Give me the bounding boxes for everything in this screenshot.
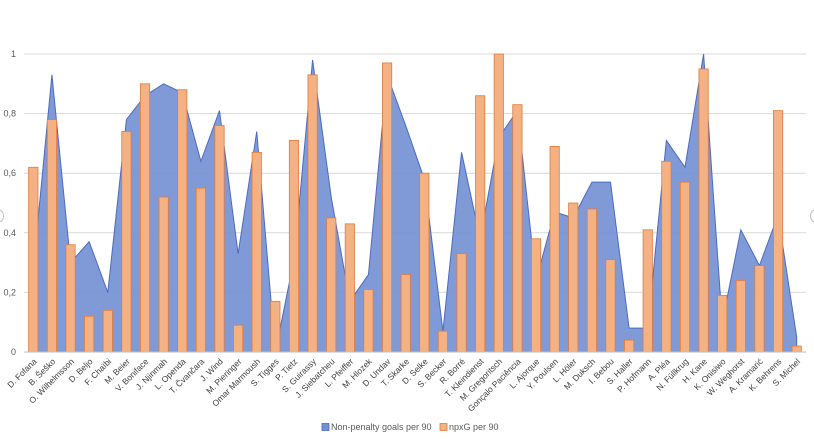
bar-npxg	[288, 140, 300, 353]
y-tick-label: 0,4	[3, 228, 16, 238]
legend-swatch-goals	[321, 423, 330, 431]
bar-npxg	[214, 125, 225, 353]
bar-npxg	[139, 83, 151, 353]
resize-handle-right[interactable]	[810, 210, 814, 222]
bar-series	[28, 53, 802, 353]
bar-npxg	[586, 208, 597, 353]
bar-npxg	[419, 172, 430, 353]
bar-npxg	[605, 259, 616, 353]
legend-label-npxg: npxG per 90	[449, 422, 499, 432]
bar-npxg	[549, 145, 560, 353]
bar-npxg	[65, 244, 76, 353]
bar-npxg	[456, 253, 467, 353]
bar-npxg	[475, 95, 486, 353]
y-tick-label: 0,6	[3, 168, 16, 178]
y-axis-ticks: 0 0,2 0,4 0,6 0,8 1	[3, 49, 16, 357]
bar-npxg	[624, 339, 635, 353]
bar-npxg	[326, 217, 337, 353]
legend-swatch-npxg	[439, 423, 448, 431]
bar-npxg	[437, 330, 448, 353]
y-tick-label: 1	[11, 49, 16, 59]
bar-npxg	[195, 187, 206, 353]
bar-npxg	[251, 151, 262, 353]
bar-npxg	[382, 62, 393, 353]
y-tick-label: 0	[11, 347, 16, 357]
bar-npxg	[102, 309, 113, 353]
legend: Non-penalty goals per 90 npxG per 90	[321, 422, 499, 432]
bar-npxg	[158, 196, 169, 353]
bar-npxg	[642, 229, 653, 353]
bar-npxg	[568, 202, 579, 353]
bar-npxg	[493, 53, 504, 353]
bar-npxg	[121, 131, 132, 353]
bar-npxg	[717, 294, 728, 353]
bar-npxg	[177, 89, 188, 353]
legend-label-goals: Non-penalty goals per 90	[331, 422, 432, 432]
bar-npxg	[735, 280, 746, 353]
bar-npxg	[307, 74, 318, 353]
bar-npxg	[754, 265, 765, 353]
bar-npxg	[530, 238, 542, 353]
bar-npxg	[773, 110, 784, 353]
bar-npxg	[270, 300, 281, 353]
bar-npxg	[661, 160, 672, 353]
bar-npxg	[363, 289, 374, 353]
bar-npxg	[400, 274, 411, 353]
y-tick-label: 0,8	[3, 109, 16, 119]
bar-npxg	[46, 119, 57, 353]
bar-npxg	[344, 223, 355, 353]
bar-npxg	[84, 315, 95, 353]
bar-npxg	[698, 68, 709, 353]
bar-npxg	[28, 166, 39, 353]
bar-npxg	[233, 324, 244, 353]
y-tick-label: 0,2	[3, 287, 16, 297]
bar-npxg	[791, 345, 802, 353]
bar-npxg	[679, 181, 691, 353]
bar-npxg	[512, 104, 523, 353]
